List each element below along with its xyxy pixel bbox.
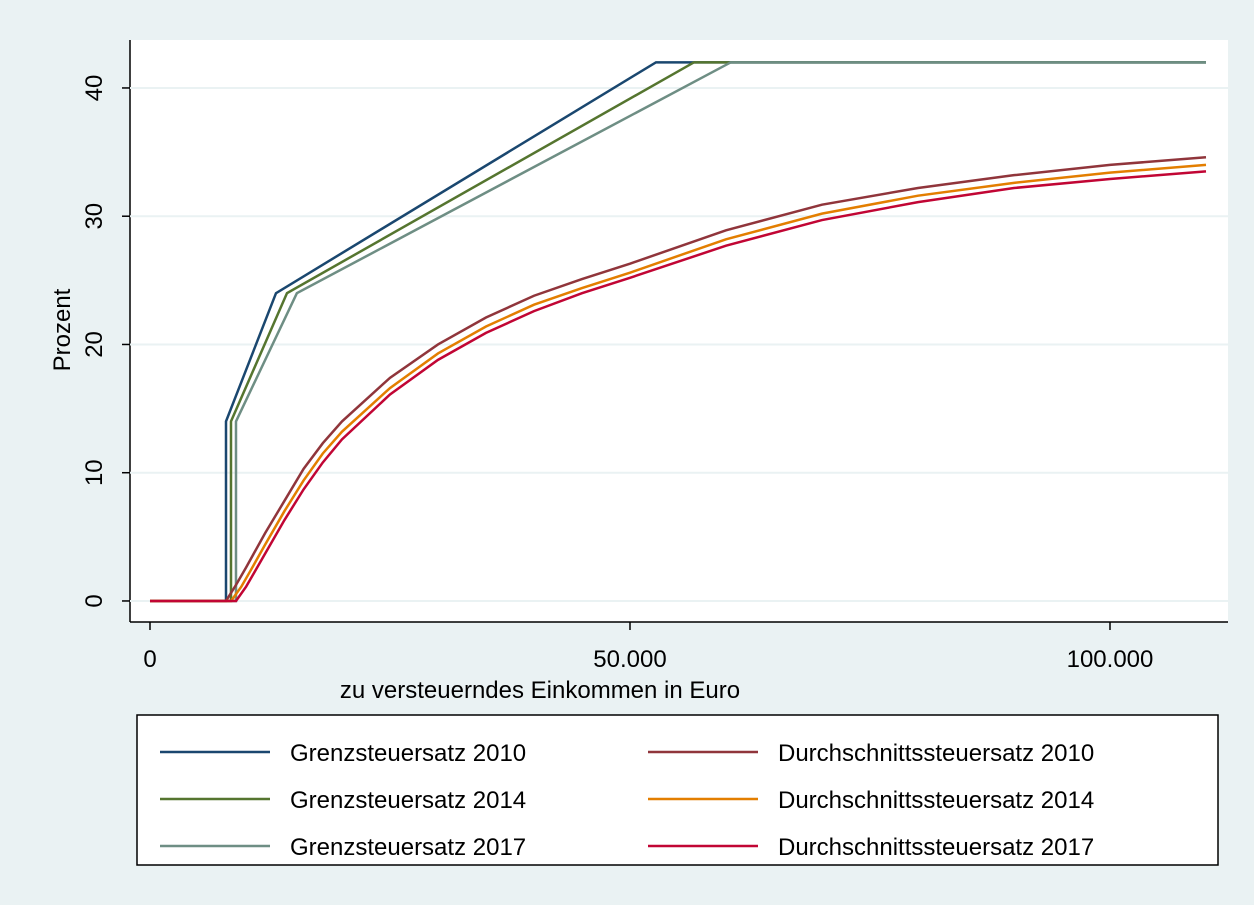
legend-label: Durchschnittssteuersatz 2010 — [778, 740, 1094, 767]
legend-label: Durchschnittssteuersatz 2014 — [778, 787, 1094, 814]
series-line — [149, 170, 1207, 603]
legend — [136, 714, 1219, 866]
y-tick-label: 0 — [81, 594, 108, 607]
y-tick-label: 30 — [81, 203, 108, 230]
x-tick-label: 0 — [143, 646, 156, 673]
legend-label: Grenzsteuersatz 2017 — [290, 834, 526, 861]
legend-label: Grenzsteuersatz 2010 — [290, 740, 526, 767]
plot-area — [130, 40, 1228, 622]
x-tick-label: 50.000 — [593, 646, 666, 673]
legend-label: Durchschnittssteuersatz 2017 — [778, 834, 1094, 861]
series-line — [149, 163, 1207, 603]
legend-label: Grenzsteuersatz 2014 — [290, 787, 526, 814]
x-axis-title: zu versteuerndes Einkommen in Euro — [340, 677, 740, 704]
series-line — [149, 155, 1207, 603]
y-axis-title: Prozent — [49, 288, 76, 371]
x-tick-label: 100.000 — [1067, 646, 1154, 673]
y-tick-label: 20 — [81, 331, 108, 358]
y-tick-label: 40 — [81, 75, 108, 102]
y-tick-label: 10 — [81, 459, 108, 486]
